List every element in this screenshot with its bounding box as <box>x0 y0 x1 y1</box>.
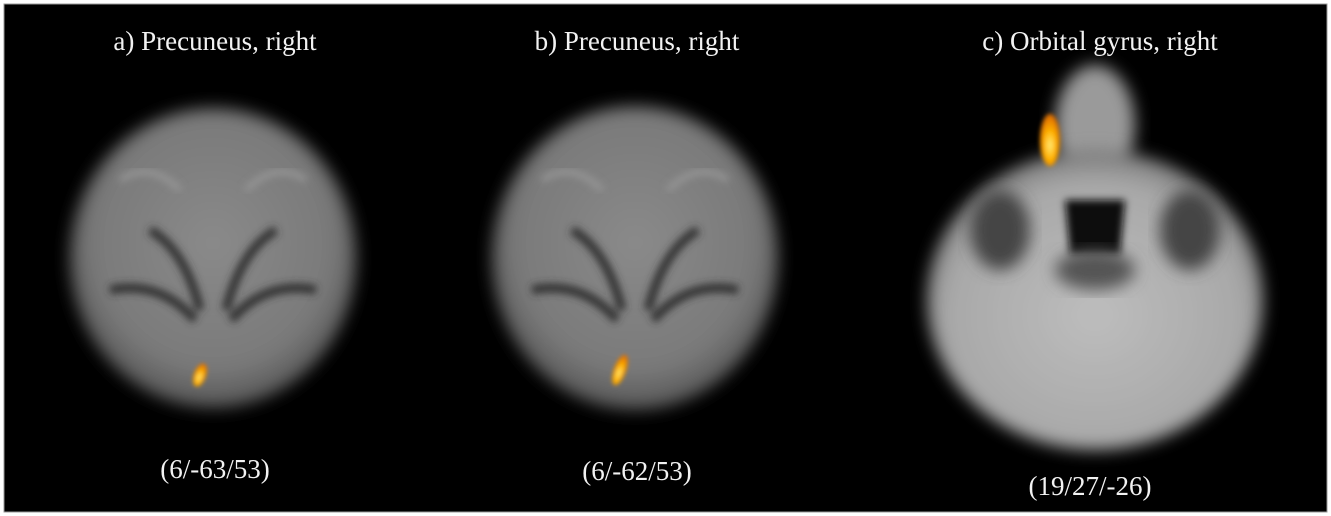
panel-title: b) Precuneus, right <box>535 26 740 56</box>
brain-slice-b <box>492 106 778 410</box>
figure: a) Precuneus, right b) Precuneus, right … <box>0 0 1331 516</box>
coordinates: (19/27/-26) <box>1029 471 1152 501</box>
panel-title: a) Precuneus, right <box>113 26 317 56</box>
coordinates: (6/-62/53) <box>582 456 691 486</box>
panel-title: c) Orbital gyrus, right <box>982 26 1218 56</box>
brain-slice-a <box>70 108 356 408</box>
coordinates: (6/-63/53) <box>160 454 269 484</box>
